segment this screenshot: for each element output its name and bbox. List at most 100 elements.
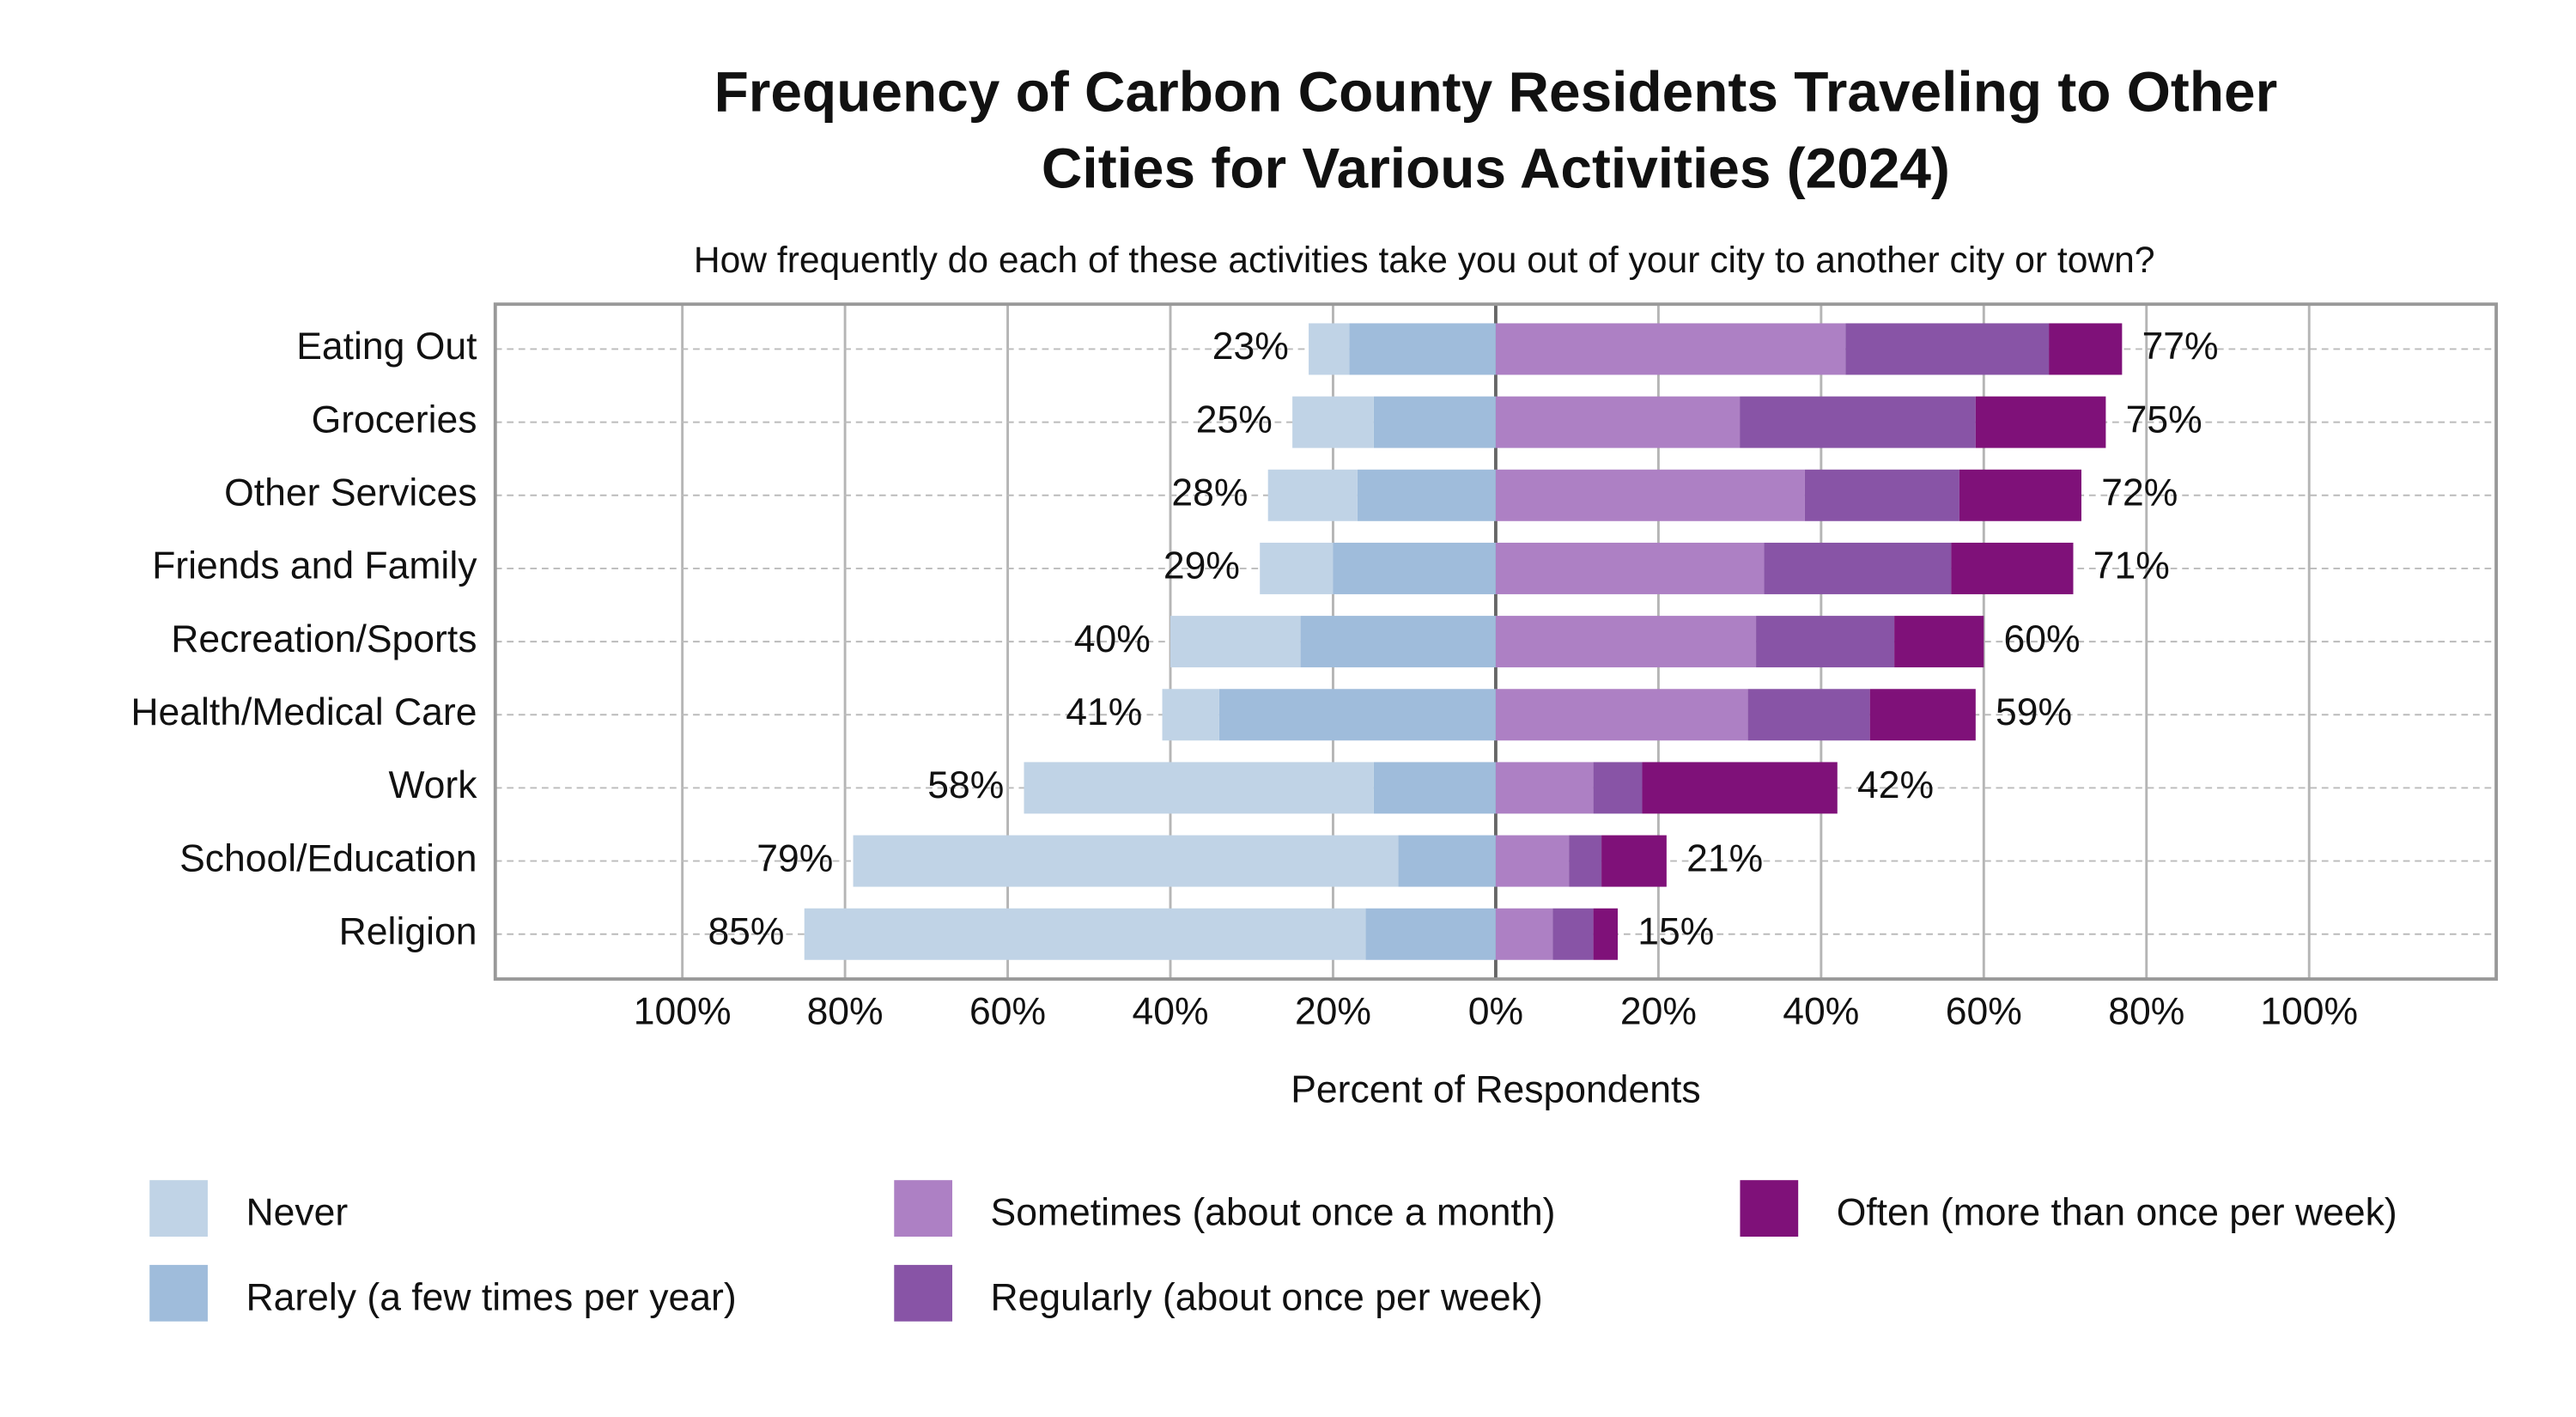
legend-label: Never — [246, 1192, 348, 1234]
total-label: 79% — [756, 837, 833, 879]
total-label: 28% — [1171, 472, 1248, 514]
y-tick-label: School/Education — [179, 837, 477, 879]
bar-segment — [1764, 542, 1952, 594]
x-tick-label: 80% — [2108, 990, 2184, 1032]
bar-segment — [1218, 689, 1496, 741]
bar-segment — [1894, 616, 1984, 668]
bar-segment — [1292, 396, 1374, 448]
bar-segment — [1959, 469, 2081, 521]
bar-segment — [1373, 762, 1496, 814]
legend-label: Regularly (about once per week) — [991, 1276, 1543, 1318]
legend-label: Rarely (a few times per year) — [246, 1276, 736, 1318]
bar-segment — [1593, 762, 1643, 814]
y-tick-label: Groceries — [312, 398, 477, 441]
bar-segment — [1495, 689, 1748, 741]
bar-segment — [853, 835, 1399, 887]
x-tick-label: 20% — [1295, 990, 1371, 1032]
bar-segment — [1495, 762, 1594, 814]
bar-segment — [1869, 689, 1976, 741]
bar-segment — [1495, 616, 1757, 668]
chart-subtitle: How frequently do each of these activiti… — [694, 240, 2155, 281]
y-tick-label: Recreation/Sports — [171, 618, 477, 660]
bar-segment — [1642, 762, 1838, 814]
bar-segment — [1357, 469, 1496, 521]
x-tick-label: 100% — [2260, 990, 2358, 1032]
y-tick-label: Health/Medical Care — [131, 691, 477, 733]
bar-segment — [1804, 469, 1959, 521]
legend-swatch — [894, 1180, 953, 1237]
total-label: 59% — [1996, 691, 2072, 733]
total-label: 71% — [2093, 545, 2170, 587]
x-tick-label: 80% — [807, 990, 884, 1032]
total-label: 72% — [2101, 472, 2178, 514]
bar-segment — [1260, 542, 1334, 594]
legend-label: Often (more than once per week) — [1837, 1192, 2397, 1234]
bar-segment — [1495, 323, 1846, 375]
bar-segment — [1747, 689, 1870, 741]
bar-segment — [1349, 323, 1496, 375]
bar-segment — [1398, 835, 1496, 887]
y-tick-label: Friends and Family — [152, 545, 477, 587]
bar-segment — [1162, 689, 1219, 741]
legend-label: Sometimes (about once a month) — [991, 1192, 1556, 1234]
bar-segment — [1495, 469, 1805, 521]
bar-segment — [1024, 762, 1374, 814]
bar-segment — [1845, 323, 2050, 375]
x-tick-label: 60% — [1946, 990, 2022, 1032]
bar-segment — [1552, 908, 1594, 960]
x-tick-label: 60% — [969, 990, 1046, 1032]
bar-segment — [1975, 396, 2106, 448]
x-axis-label: Percent of Respondents — [1291, 1068, 1700, 1110]
total-label: 23% — [1212, 325, 1289, 368]
bar-segment — [1495, 908, 1553, 960]
total-label: 42% — [1857, 764, 1934, 806]
bar-segment — [1569, 835, 1602, 887]
bar-segment — [1267, 469, 1358, 521]
total-label: 75% — [2126, 398, 2202, 441]
total-label: 40% — [1074, 618, 1151, 660]
bar-segment — [1495, 835, 1570, 887]
total-label: 15% — [1637, 910, 1714, 952]
total-label: 29% — [1163, 545, 1240, 587]
bar-segment — [804, 908, 1366, 960]
legend-swatch — [894, 1264, 953, 1322]
plot-frame — [493, 302, 2499, 981]
bar-segment — [1365, 908, 1496, 960]
bar-segment — [1601, 835, 1667, 887]
chart-title: Cities for Various Activities (2024) — [1042, 137, 1950, 200]
bar-segment — [1495, 542, 1765, 594]
y-tick-label: Work — [388, 764, 477, 806]
total-label: 85% — [708, 910, 784, 952]
y-tick-label: Eating Out — [296, 325, 477, 368]
bar-segment — [1170, 616, 1301, 668]
legend-swatch — [1740, 1180, 1799, 1237]
bar-segment — [1593, 908, 1619, 960]
x-tick-label: 0% — [1468, 990, 1523, 1032]
y-tick-label: Other Services — [224, 472, 477, 514]
bar-segment — [1300, 616, 1496, 668]
total-label: 41% — [1066, 691, 1142, 733]
bar-segment — [1951, 542, 2074, 594]
bar-segment — [1495, 396, 1741, 448]
x-tick-label: 100% — [634, 990, 732, 1032]
legend-swatch — [149, 1180, 208, 1237]
total-label: 60% — [2004, 618, 2081, 660]
total-label: 77% — [2142, 325, 2219, 368]
x-tick-label: 40% — [1783, 990, 1859, 1032]
total-label: 25% — [1196, 398, 1273, 441]
total-label: 21% — [1686, 837, 1763, 879]
y-tick-label: Religion — [339, 910, 477, 952]
total-label: 58% — [927, 764, 1004, 806]
bar-segment — [2049, 323, 2123, 375]
x-tick-label: 20% — [1620, 990, 1697, 1032]
bar-segment — [1333, 542, 1496, 594]
chart-title: Frequency of Carbon County Residents Tra… — [714, 60, 2278, 124]
bar-segment — [1309, 323, 1350, 375]
x-tick-label: 40% — [1132, 990, 1208, 1032]
bar-segment — [1756, 616, 1895, 668]
bar-segment — [1373, 396, 1496, 448]
legend-swatch — [149, 1264, 208, 1322]
bar-segment — [1740, 396, 1976, 448]
